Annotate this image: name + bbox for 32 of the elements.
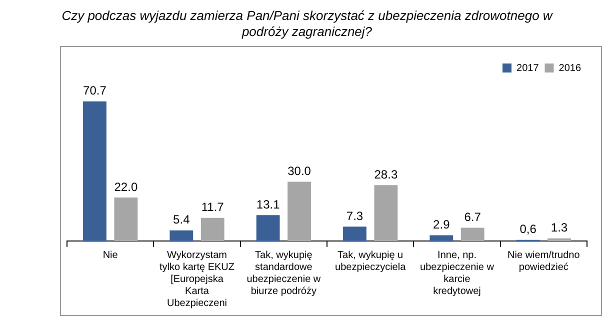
data-label: 30.0 bbox=[288, 164, 312, 178]
legend-label: 2016 bbox=[558, 62, 582, 74]
bar bbox=[548, 238, 571, 241]
data-label: 11.7 bbox=[201, 200, 224, 214]
data-label: 5.4 bbox=[173, 212, 190, 227]
x-tick-label: Inne, np. ubezpieczenie w karcie kredytowej bbox=[420, 250, 495, 297]
data-label: 22.0 bbox=[114, 180, 138, 194]
legend-label: 2017 bbox=[516, 62, 540, 74]
data-label: 28.3 bbox=[374, 167, 398, 182]
data-label: 1.3 bbox=[550, 220, 568, 235]
bar bbox=[170, 230, 194, 241]
data-label: 7.3 bbox=[346, 208, 364, 223]
chart-title: Czy podczas wyjazdu zamierza Pan/Pani skorzystać z ubezpieczenia zdrowotnego w podróży zagranicznej? bbox=[60, 8, 554, 40]
data-label: 70.7 bbox=[83, 84, 107, 98]
bar bbox=[114, 198, 138, 241]
x-tick-label: Tak, wykupię u ubezpieczyciela bbox=[335, 250, 406, 273]
data-label: 0,6 bbox=[520, 222, 537, 236]
x-tick-label: Nie wiem/trudno powiedzieć bbox=[508, 250, 580, 273]
bar bbox=[256, 215, 280, 241]
data-label: 6.7 bbox=[464, 210, 482, 224]
x-tick-label: Tak, wykupię standardowe ubezpieczenie w biurze podróży bbox=[246, 250, 322, 297]
bar bbox=[288, 182, 311, 241]
x-tick-label: Wykorzystam tylko kartę EKUZ [Europejska Karta Ubezpieczeni bbox=[159, 250, 235, 309]
data-label: 2.9 bbox=[433, 218, 450, 232]
data-label: 13.1 bbox=[256, 197, 280, 212]
x-tick-label: Nie bbox=[102, 250, 118, 261]
bar bbox=[343, 226, 366, 241]
bar bbox=[430, 235, 454, 241]
bar bbox=[200, 218, 224, 241]
bar bbox=[460, 228, 484, 241]
bar bbox=[83, 101, 106, 241]
bar bbox=[374, 185, 398, 241]
